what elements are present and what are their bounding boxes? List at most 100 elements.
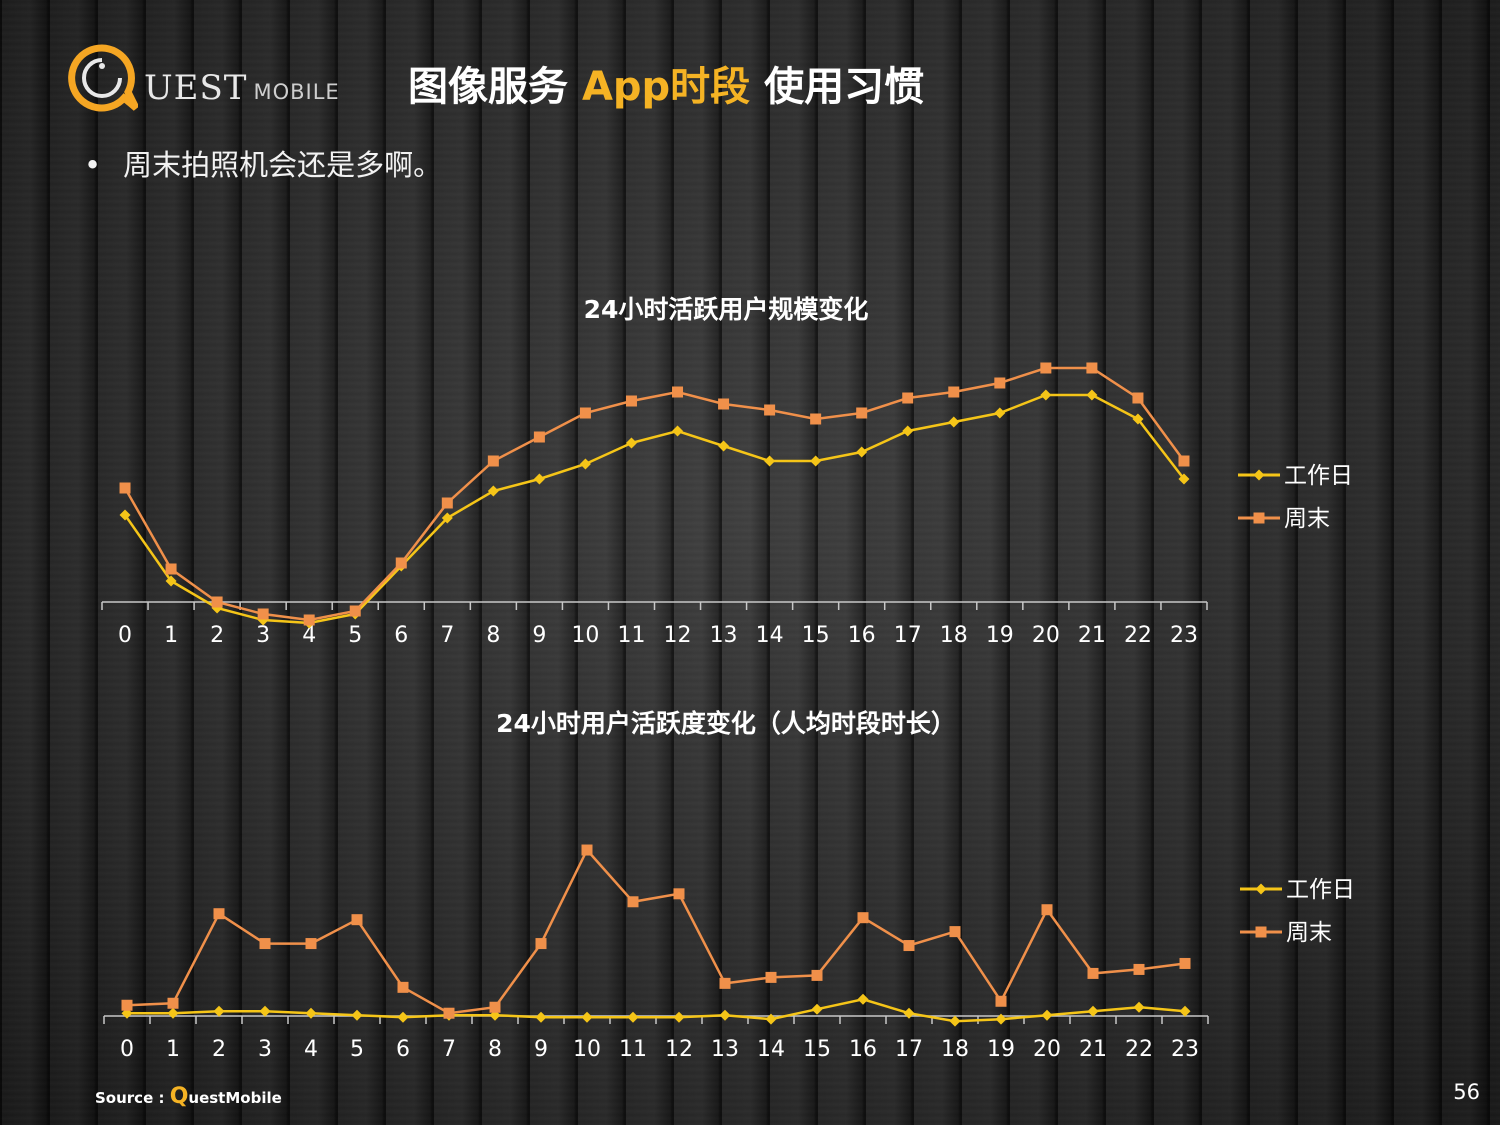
chart1-tick-label: 9 bbox=[532, 623, 546, 648]
chart2-point bbox=[1179, 1005, 1191, 1017]
chart2-tick-label: 23 bbox=[1171, 1037, 1199, 1062]
chart2-point bbox=[305, 938, 317, 950]
chart1-tick-label: 21 bbox=[1078, 623, 1106, 648]
chart2-point bbox=[719, 977, 731, 989]
chart1-tick-label: 5 bbox=[348, 623, 362, 648]
logo-q-icon bbox=[68, 44, 138, 112]
chart1-tick-label: 16 bbox=[848, 623, 876, 648]
chart1-point bbox=[1132, 392, 1144, 404]
chart1-tick-label: 10 bbox=[571, 623, 599, 648]
chart2-point bbox=[719, 1009, 731, 1021]
chart2-point bbox=[259, 938, 271, 950]
chart2-tick-label: 4 bbox=[304, 1037, 318, 1062]
chart2-series-line-1 bbox=[126, 847, 1186, 1015]
chart2-point bbox=[581, 1011, 593, 1023]
chart2-legend-marker bbox=[1255, 926, 1267, 938]
title-part1: 图像服务 bbox=[408, 64, 582, 110]
chart2-point bbox=[535, 938, 547, 950]
chart1-point bbox=[672, 386, 684, 398]
chart1-point bbox=[487, 455, 499, 467]
chart2-legend-label: 周末 bbox=[1286, 920, 1332, 946]
chart2-point bbox=[1133, 1001, 1145, 1013]
chart1-point bbox=[718, 398, 730, 410]
chart1-tick-label: 2 bbox=[210, 623, 224, 648]
source-note: Source : QuestMobile bbox=[95, 1084, 282, 1109]
chart2-legend-label: 工作日 bbox=[1286, 877, 1355, 903]
bullet-point: • 周末拍照机会还是多啊。 bbox=[84, 142, 442, 184]
title-part2: 使用习惯 bbox=[750, 64, 925, 110]
chart1-point bbox=[625, 437, 637, 449]
chart1-point bbox=[856, 407, 868, 419]
chart2-point bbox=[765, 971, 777, 983]
chart2-point bbox=[1133, 963, 1145, 975]
chart1-tick-label: 12 bbox=[664, 623, 692, 648]
chart2-point bbox=[1041, 1009, 1053, 1021]
bullet-dot: • bbox=[84, 148, 102, 182]
chart2-tick-label: 3 bbox=[258, 1037, 272, 1062]
chart2-point bbox=[811, 1003, 823, 1015]
chart2-point bbox=[167, 997, 179, 1009]
chart1-tick-label: 3 bbox=[256, 623, 270, 648]
chart2-tick-label: 12 bbox=[665, 1037, 693, 1062]
chart2-tick-label: 17 bbox=[895, 1037, 923, 1062]
chart1-point bbox=[119, 509, 131, 521]
chart1-point bbox=[257, 608, 269, 620]
chart2-point bbox=[489, 1001, 501, 1013]
chart2-tick-label: 6 bbox=[396, 1037, 410, 1062]
chart2-point bbox=[627, 896, 639, 908]
chart2-point bbox=[351, 914, 363, 926]
chart1-tick-label: 6 bbox=[394, 623, 408, 648]
chart1-tick-label: 20 bbox=[1032, 623, 1060, 648]
title-highlight: App时段 bbox=[581, 64, 751, 110]
chart2-tick-label: 8 bbox=[488, 1037, 502, 1062]
chart1-tick-label: 15 bbox=[802, 623, 830, 648]
chart2-point bbox=[1087, 967, 1099, 979]
chart1-point bbox=[441, 512, 453, 524]
page-number: 56 bbox=[1453, 1080, 1480, 1104]
chart2-point bbox=[121, 999, 133, 1011]
chart1-point bbox=[441, 497, 453, 509]
chart1-tick-label: 17 bbox=[894, 623, 922, 648]
chart2-tick-label: 1 bbox=[166, 1037, 180, 1062]
chart2-series-line-0 bbox=[127, 998, 1186, 1023]
chart1-point bbox=[856, 446, 868, 458]
chart2-point bbox=[1041, 904, 1053, 916]
chart2-point bbox=[857, 993, 869, 1005]
chart1-tick-label: 11 bbox=[617, 623, 645, 648]
chart1-point bbox=[1178, 473, 1190, 485]
chart2-point bbox=[1087, 1005, 1099, 1017]
logo-sub: MOBILE bbox=[253, 80, 340, 104]
chart1-tick-label: 23 bbox=[1170, 623, 1198, 648]
chart1-point bbox=[810, 455, 822, 467]
chart2-point bbox=[397, 1011, 409, 1023]
chart2-point bbox=[949, 926, 961, 938]
chart2-tick-label: 11 bbox=[619, 1037, 647, 1062]
chart1-point bbox=[764, 455, 776, 467]
chart2-point bbox=[995, 995, 1007, 1007]
chart1-point bbox=[948, 386, 960, 398]
chart2-tick-label: 21 bbox=[1079, 1037, 1107, 1062]
chart1-tick-label: 19 bbox=[986, 623, 1014, 648]
chart2-point bbox=[949, 1015, 961, 1027]
chart2-point bbox=[259, 1005, 271, 1017]
chart2-tick-label: 20 bbox=[1033, 1037, 1061, 1062]
logo-main: UEST bbox=[144, 68, 248, 108]
source-q: Q bbox=[169, 1084, 189, 1109]
chart1-point bbox=[810, 413, 822, 425]
chart1-point bbox=[764, 404, 776, 416]
chart2-point bbox=[351, 1009, 363, 1021]
chart2-tick-label: 18 bbox=[941, 1037, 969, 1062]
chart2-point bbox=[1179, 957, 1191, 969]
chart2-point bbox=[903, 940, 915, 952]
chart1-point bbox=[349, 605, 361, 617]
chart1-point bbox=[994, 407, 1006, 419]
chart2-tick-label: 16 bbox=[849, 1037, 877, 1062]
chart2-tick-label: 22 bbox=[1125, 1037, 1153, 1062]
chart1-tick-label: 13 bbox=[710, 623, 738, 648]
chart2-tick-label: 2 bbox=[212, 1037, 226, 1062]
chart2-point bbox=[673, 1011, 685, 1023]
chart2-legend-marker bbox=[1255, 883, 1267, 895]
chart1-legend-label: 周末 bbox=[1284, 506, 1330, 532]
chart1-point bbox=[625, 395, 637, 407]
chart2-point bbox=[673, 888, 685, 900]
